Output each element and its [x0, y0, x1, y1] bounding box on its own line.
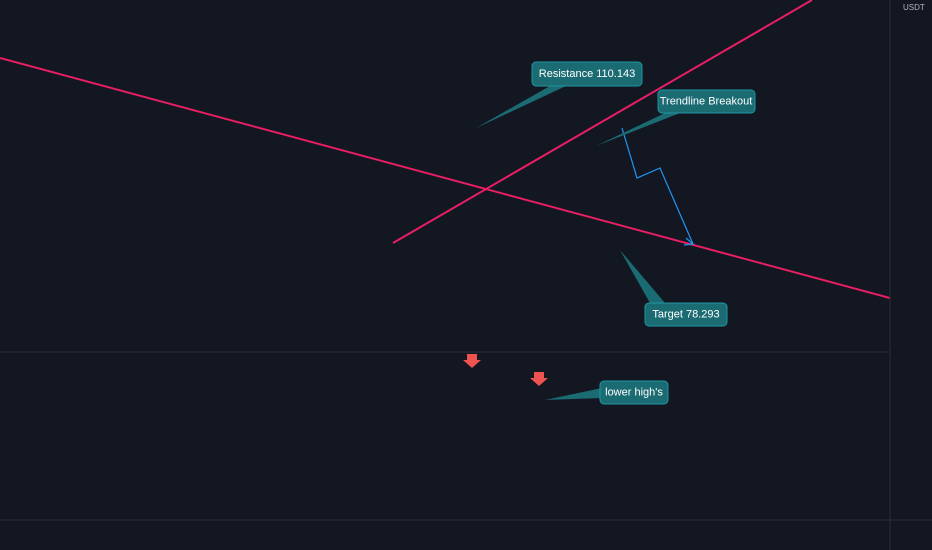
annotation: Resistance 110.143 [539, 68, 635, 80]
callout-pointer [620, 250, 665, 303]
arrow-head [683, 237, 695, 246]
peak-arrow [463, 354, 481, 368]
currency: USDT [903, 3, 925, 12]
uptrend-line [392, 0, 813, 244]
annotation: Trendline Breakout [660, 95, 753, 107]
callout [531, 61, 643, 87]
callout-pointer [476, 86, 566, 128]
callout [657, 89, 756, 114]
annotation: lower high's [605, 386, 663, 398]
projection-arrow [621, 127, 694, 245]
annotation: Target 78.293 [652, 308, 719, 320]
callout [644, 302, 728, 327]
callout-pointer [545, 388, 602, 400]
callout-pointer [596, 113, 680, 146]
callout [599, 380, 669, 405]
peak-arrow [530, 372, 548, 386]
downtrend-line [0, 57, 891, 299]
